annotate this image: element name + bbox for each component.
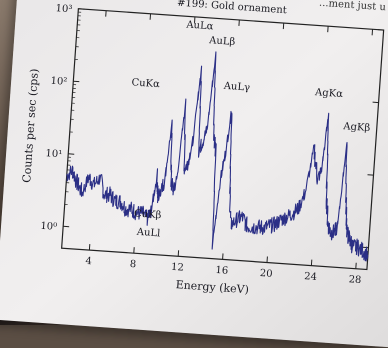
y-tick-label: 10²	[50, 76, 67, 88]
peak-label: AuLβ	[208, 35, 236, 48]
y-axis-label: Counts per sec (cps)	[20, 68, 41, 183]
y-tick-label: 10⁰	[40, 221, 57, 233]
peak-label: CuKβ	[134, 208, 162, 221]
x-tick-label: 28	[348, 274, 361, 286]
peak-label: AgKα	[314, 87, 344, 100]
peak-label: AuLγ	[222, 81, 250, 94]
x-tick-label: 16	[215, 265, 228, 277]
x-tick-label: 12	[171, 262, 184, 274]
x-tick-label: 4	[85, 256, 92, 267]
spectrum-series-line	[62, 42, 381, 261]
x-tick-label: 24	[304, 271, 317, 283]
y-tick-label: 10¹	[45, 148, 62, 160]
peak-label: CuKα	[131, 77, 160, 90]
peak-label: AuLl	[135, 227, 160, 240]
series-layer	[62, 42, 381, 261]
x-axis-label: Energy (keV)	[175, 278, 249, 296]
x-tick-label: 8	[129, 259, 136, 270]
chart-title: #199: Gold ornament	[177, 0, 287, 16]
x-tick-label: 20	[259, 268, 272, 280]
peak-label: AuLα	[185, 20, 214, 33]
peak-label: AgKβ	[342, 121, 371, 134]
y-tick-label: 10³	[55, 3, 72, 15]
